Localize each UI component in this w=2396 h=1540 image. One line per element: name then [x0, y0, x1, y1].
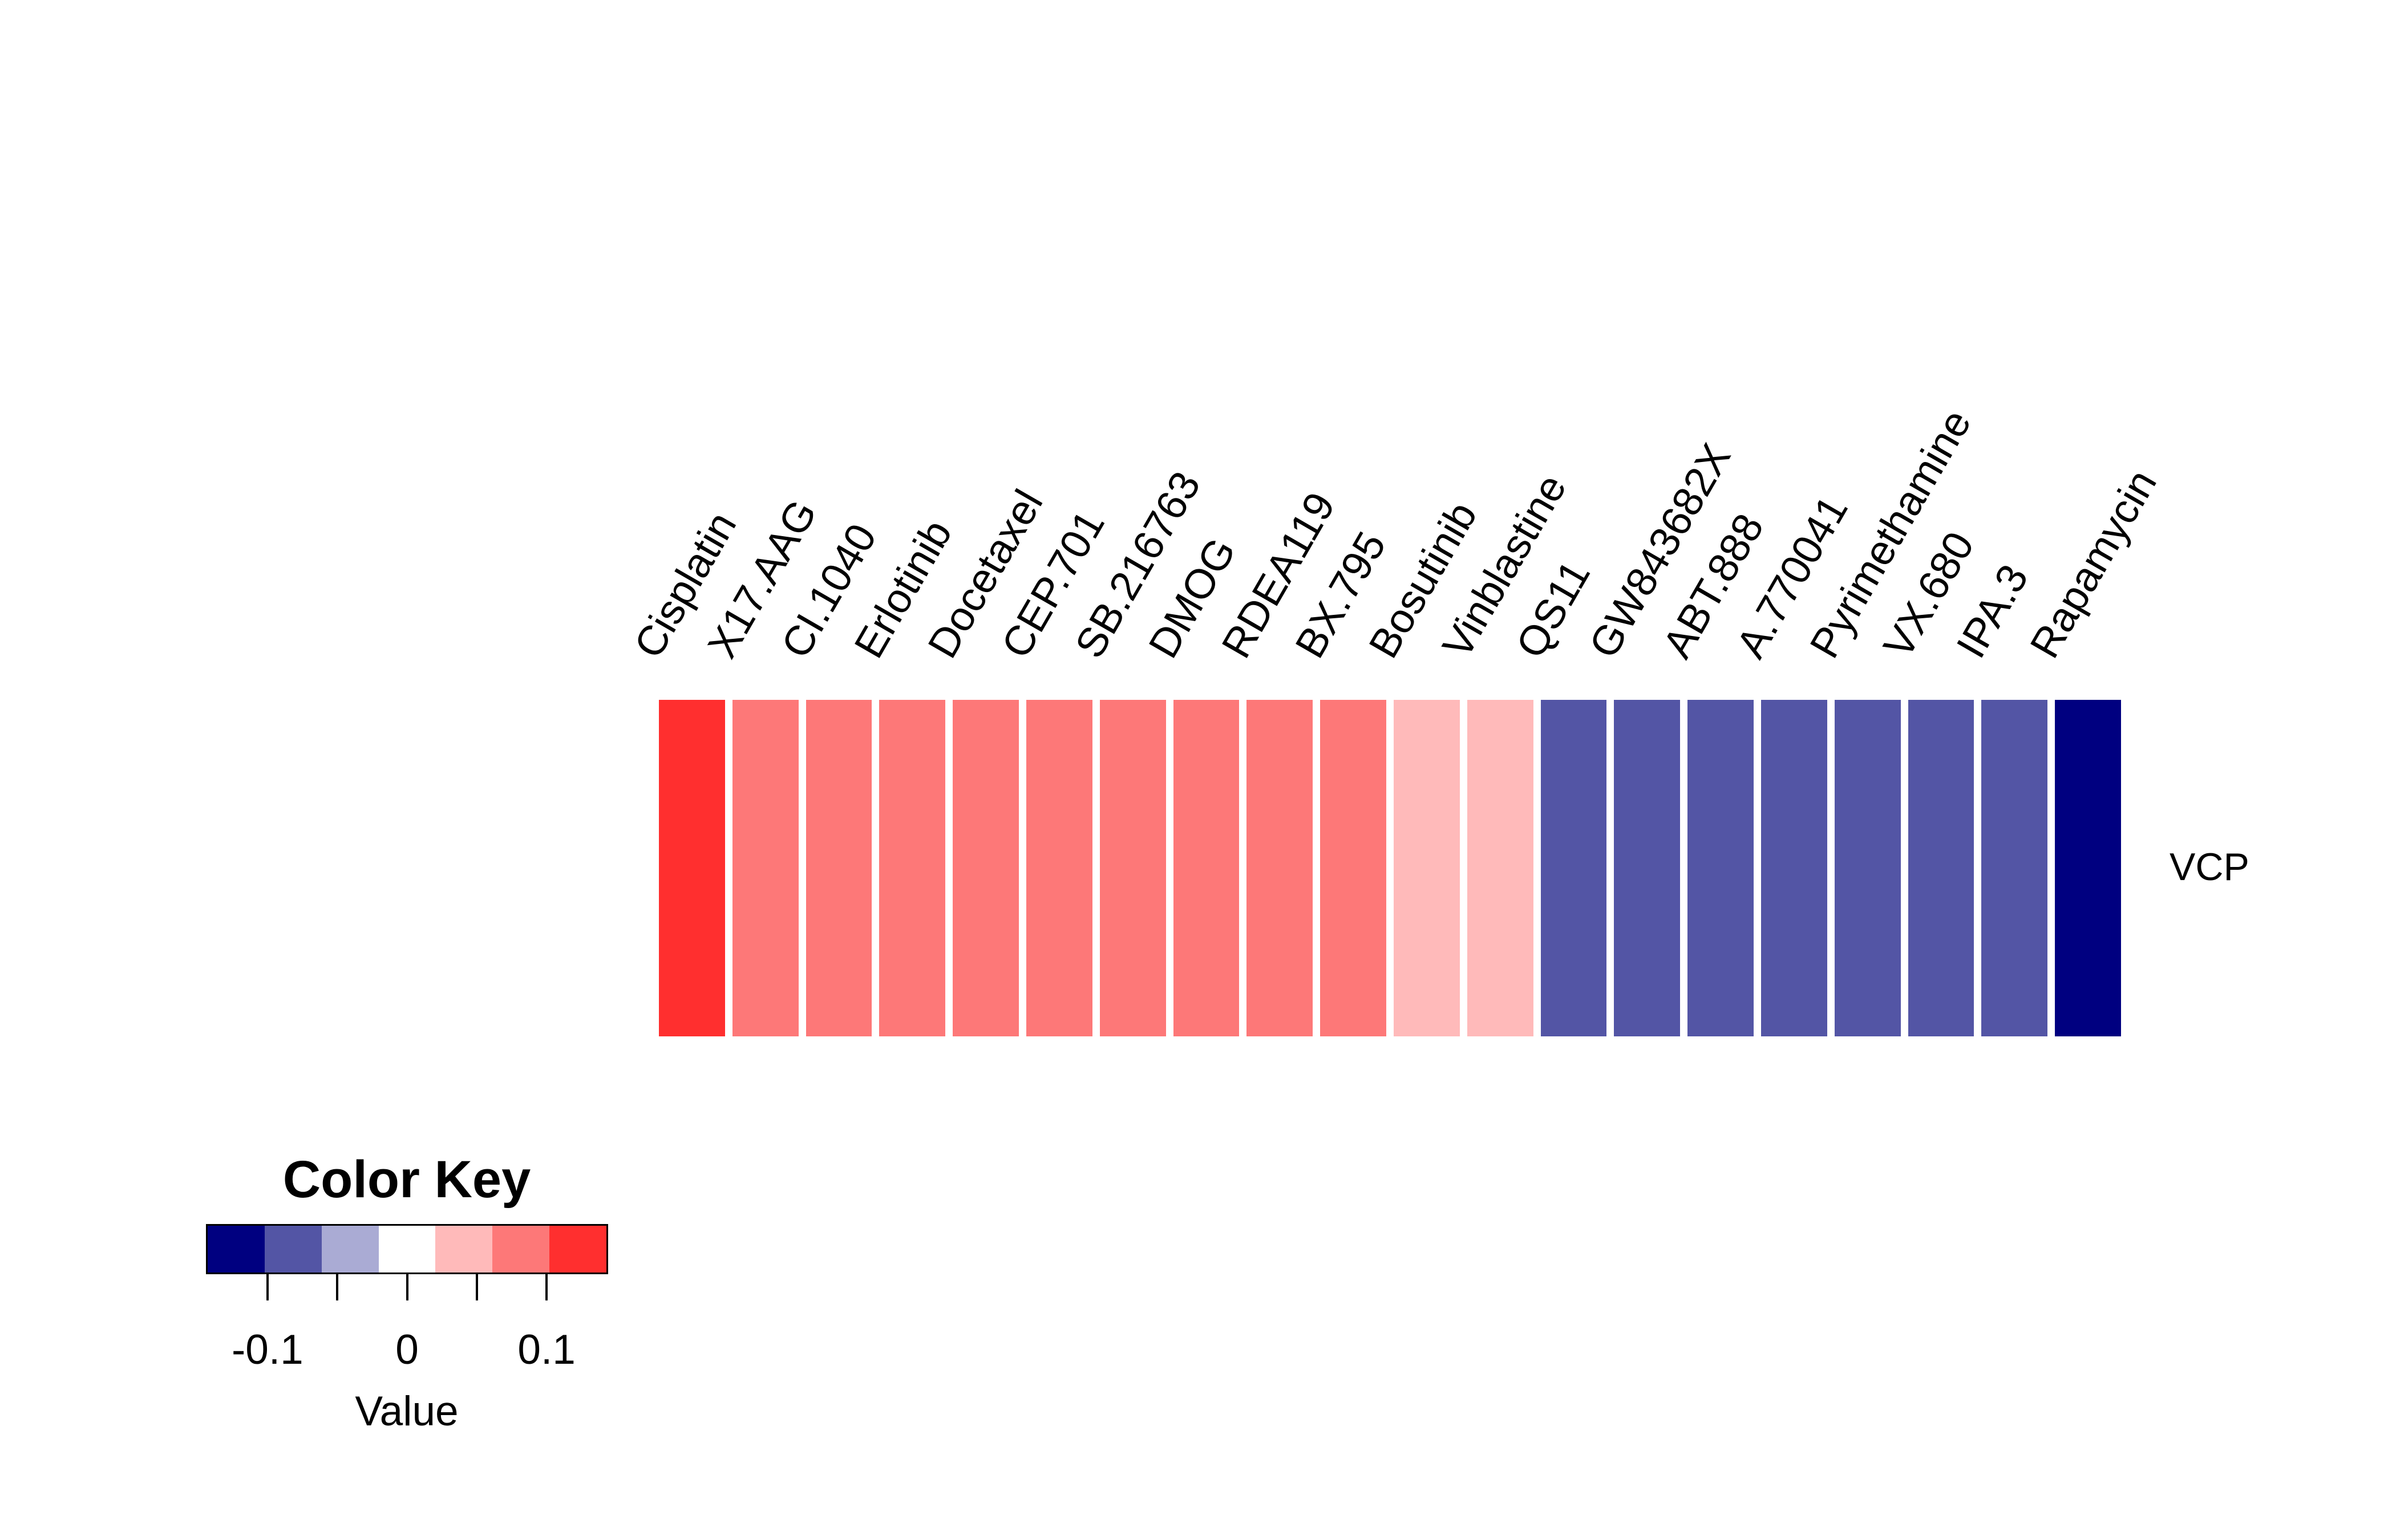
- color-key-segment-1: [208, 1226, 265, 1272]
- heatmap-cell-gw843682x: [1614, 700, 1681, 1036]
- heatmap-row: [659, 700, 2121, 1036]
- color-key-tick-5: [545, 1274, 548, 1300]
- color-key-tick-label--0.1: -0.1: [231, 1327, 303, 1373]
- heatmap-cell-x17-aag: [732, 700, 799, 1036]
- color-key-tick-4: [475, 1274, 478, 1300]
- color-key-segment-5: [435, 1226, 493, 1272]
- heatmap-cell-qs11: [1540, 700, 1607, 1036]
- heatmap-cell-docetaxel: [953, 700, 1019, 1036]
- color-key-segment-4: [378, 1226, 436, 1272]
- heatmap-cell-sb-216763: [1099, 700, 1166, 1036]
- column-label-rapamycin: Rapamycin: [2021, 462, 2166, 666]
- color-key-tick-label-0.1: 0.1: [517, 1327, 576, 1373]
- heatmap-cell-bx-795: [1320, 700, 1386, 1036]
- color-key-axis-label: Value: [355, 1388, 459, 1434]
- color-key-tick-2: [336, 1274, 339, 1300]
- color-key-segment-2: [264, 1226, 322, 1272]
- heatmap-cell-cisplatin: [659, 700, 725, 1036]
- color-key-segment-3: [321, 1226, 379, 1272]
- heatmap-cell-a-770041: [1760, 700, 1827, 1036]
- color-key-tick-3: [406, 1274, 408, 1300]
- heatmap-cell-bosutinib: [1393, 700, 1460, 1036]
- color-key-gradient-bar: [206, 1224, 608, 1274]
- heatmap-cell-pyrimethamine: [1834, 700, 1901, 1036]
- color-key-segment-7: [549, 1226, 607, 1272]
- heatmap-cell-ci-1040: [806, 700, 872, 1036]
- heatmap-cell-erlotinib: [879, 700, 946, 1036]
- heatmap-cell-abt-888: [1687, 700, 1754, 1036]
- color-key-tick-1: [266, 1274, 269, 1300]
- heatmap-cell-rapamycin: [2055, 700, 2121, 1036]
- heatmap-cell-vx-680: [1908, 700, 1974, 1036]
- color-key-segment-6: [492, 1226, 550, 1272]
- heatmap-cell-dmog: [1173, 700, 1240, 1036]
- row-label-vcp: VCP: [2170, 845, 2249, 889]
- heatmap-cell-rdea119: [1246, 700, 1313, 1036]
- heatmap-cell-vinblastine: [1467, 700, 1533, 1036]
- heatmap-cell-cep-701: [1026, 700, 1092, 1036]
- heatmap-cell-ipa-3: [1981, 700, 2048, 1036]
- color-key-tick-label-0: 0: [395, 1327, 419, 1373]
- color-key-title: Color Key: [282, 1150, 531, 1209]
